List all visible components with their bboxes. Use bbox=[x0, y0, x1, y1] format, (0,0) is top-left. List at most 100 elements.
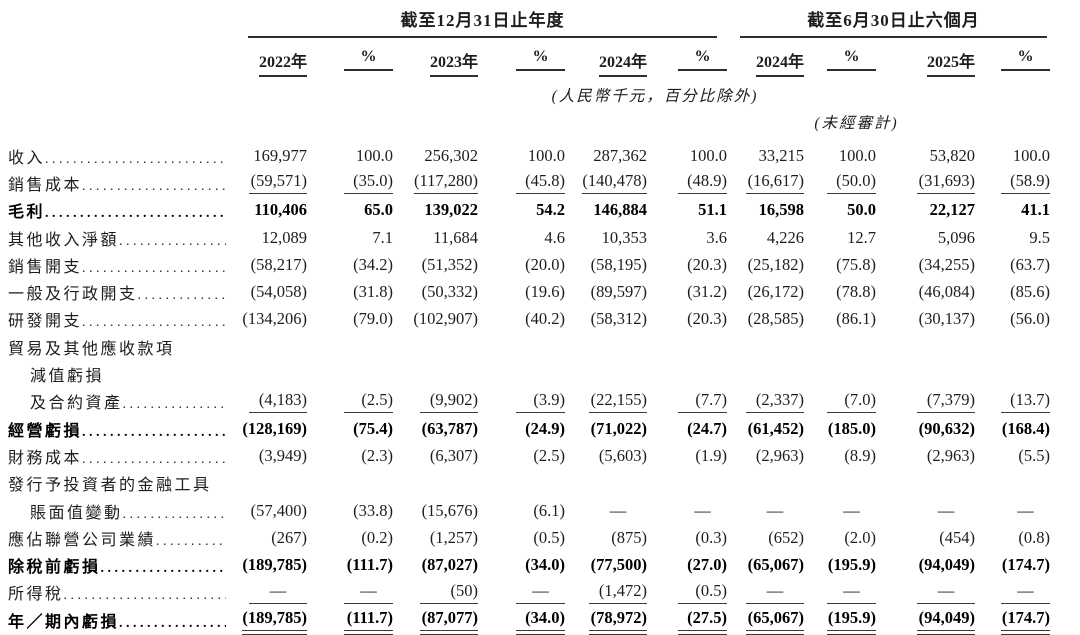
value-cell: (50) bbox=[399, 581, 484, 604]
value-cell: 33,215 bbox=[733, 146, 810, 166]
value-cell: (168.4) bbox=[981, 419, 1056, 439]
value-cell: 22,127 bbox=[882, 200, 981, 220]
table-row: 其他收入淨額 12,089 7.1 11,684 4.6 10,353 3.6 4,226 12… bbox=[8, 224, 1064, 251]
cell-value: (50.0) bbox=[827, 171, 876, 195]
column-header-row: 2022年% 2023年% 2024年% 2024年% 2025年% bbox=[8, 48, 1064, 77]
column-header: 2023年 bbox=[399, 48, 484, 77]
cell-value: (267) bbox=[271, 527, 307, 547]
dot-leader bbox=[123, 397, 226, 413]
cell-value: (0.3) bbox=[695, 527, 727, 547]
value-cell: — bbox=[882, 501, 981, 521]
cell-value: (174.7) bbox=[1001, 555, 1050, 575]
column-header: 2022年 bbox=[230, 48, 313, 77]
table-row: 所得稅 — — (50) — (1,472) (0.5) — — — — bbox=[8, 579, 1064, 606]
value-cell: (22,155) bbox=[571, 390, 653, 413]
cell-value: 54.2 bbox=[536, 200, 565, 220]
dot-leader bbox=[156, 534, 226, 550]
cell-value: (2.0) bbox=[844, 527, 876, 547]
value-cell: 10,353 bbox=[571, 228, 653, 248]
value-cell: (78,972) bbox=[571, 608, 653, 635]
cell-value: (7.7) bbox=[678, 390, 727, 413]
cell-value: (24.9) bbox=[525, 418, 565, 438]
table-row: 發行予投資者的金融工具 bbox=[8, 470, 1064, 497]
value-cell: (78.8) bbox=[810, 282, 882, 302]
value-cell: (9,902) bbox=[399, 390, 484, 413]
value-cell: (27.0) bbox=[653, 555, 733, 575]
cell-value: (13.7) bbox=[1001, 390, 1050, 413]
cell-value: (24.7) bbox=[687, 418, 727, 438]
row-label-cell: 財務成本 bbox=[8, 444, 230, 468]
value-cell: (0.3) bbox=[653, 528, 733, 548]
value-cell: (50.0) bbox=[810, 171, 882, 195]
cell-value: (875) bbox=[611, 527, 647, 547]
value-cell: (54,058) bbox=[230, 282, 313, 302]
value-cell: (117,280) bbox=[399, 171, 484, 195]
row-label: 研發開支 bbox=[8, 313, 83, 331]
cell-value: (65,067) bbox=[746, 608, 804, 635]
cell-value: (1.9) bbox=[695, 445, 727, 465]
unaudited-note: (未經審計) bbox=[814, 115, 899, 132]
row-label-cell: 收入 bbox=[8, 144, 230, 168]
cell-value: (4,183) bbox=[249, 390, 307, 413]
value-cell: 100.0 bbox=[653, 146, 733, 166]
table-row: 年／期內虧損 (189,785) (111.7) (87,077) (34.0) (78,… bbox=[8, 606, 1064, 635]
value-cell: (79.0) bbox=[313, 309, 399, 329]
cell-value: — bbox=[1017, 500, 1034, 520]
value-cell: (16,617) bbox=[733, 171, 810, 195]
value-cell: (0.8) bbox=[981, 528, 1056, 548]
dot-leader bbox=[123, 507, 226, 523]
cell-value: (27.5) bbox=[678, 608, 727, 635]
value-cell: 139,022 bbox=[399, 200, 484, 220]
cell-value: 51.1 bbox=[698, 200, 727, 220]
period-group-header-row: 截至12月31日止年度 截至6月30日止六個月 bbox=[8, 6, 1064, 38]
cell-value: (0.5) bbox=[678, 581, 727, 604]
value-cell: (25,182) bbox=[733, 255, 810, 275]
currency-unit-note: (人民幣千元，百分比除外) bbox=[551, 88, 759, 105]
value-cell: (128,169) bbox=[230, 419, 313, 439]
cell-value: (185.0) bbox=[827, 418, 876, 438]
value-cell: 100.0 bbox=[810, 146, 882, 166]
column-header: 2024年 bbox=[571, 48, 653, 77]
value-cell: (34.0) bbox=[484, 555, 571, 575]
value-cell: (61,452) bbox=[733, 419, 810, 439]
value-cell: (46,084) bbox=[882, 282, 981, 302]
cell-value: (20.3) bbox=[687, 309, 727, 329]
value-cell: (2.5) bbox=[484, 446, 571, 466]
cell-value: 12,089 bbox=[261, 227, 307, 247]
cell-value: (40.2) bbox=[525, 309, 565, 329]
value-cell: (86.1) bbox=[810, 309, 882, 329]
value-cell: 146,884 bbox=[571, 200, 653, 220]
value-cell: (174.7) bbox=[981, 555, 1056, 575]
value-cell: — bbox=[313, 581, 399, 604]
value-cell: (58,312) bbox=[571, 309, 653, 329]
value-cell: (63.7) bbox=[981, 255, 1056, 275]
value-cell: (134,206) bbox=[230, 309, 313, 329]
row-label: 銷售開支 bbox=[8, 258, 83, 276]
cell-value: (168.4) bbox=[1001, 418, 1050, 438]
value-cell: (28,585) bbox=[733, 309, 810, 329]
value-cell: (3.9) bbox=[484, 390, 571, 413]
value-cell: (94,049) bbox=[882, 555, 981, 575]
value-cell: (57,400) bbox=[230, 501, 313, 521]
column-header: 2024年 bbox=[733, 48, 810, 77]
cell-value: (22,155) bbox=[589, 390, 647, 413]
value-cell: (652) bbox=[733, 528, 810, 548]
value-cell: (87,027) bbox=[399, 555, 484, 575]
value-cell: (875) bbox=[571, 528, 653, 548]
table-row: 財務成本 (3,949) (2.3) (6,307) (2.5) (5,603) (1.9)… bbox=[8, 442, 1064, 469]
value-cell: 100.0 bbox=[484, 146, 571, 166]
cell-value: (19.6) bbox=[525, 282, 565, 302]
cell-value: (94,049) bbox=[917, 608, 975, 635]
value-cell: (31.2) bbox=[653, 282, 733, 302]
value-cell: (71,022) bbox=[571, 419, 653, 439]
value-cell: (6.1) bbox=[484, 501, 571, 521]
cell-value: (3.9) bbox=[516, 390, 565, 413]
cell-value: (58,195) bbox=[590, 254, 647, 274]
value-cell: 12.7 bbox=[810, 228, 882, 248]
cell-value: (77,500) bbox=[590, 555, 647, 575]
cell-value: (128,169) bbox=[242, 418, 307, 438]
cell-value: (59,571) bbox=[249, 171, 307, 195]
value-cell: 65.0 bbox=[313, 200, 399, 220]
value-cell: (4,183) bbox=[230, 390, 313, 413]
cell-value: — bbox=[937, 500, 955, 520]
